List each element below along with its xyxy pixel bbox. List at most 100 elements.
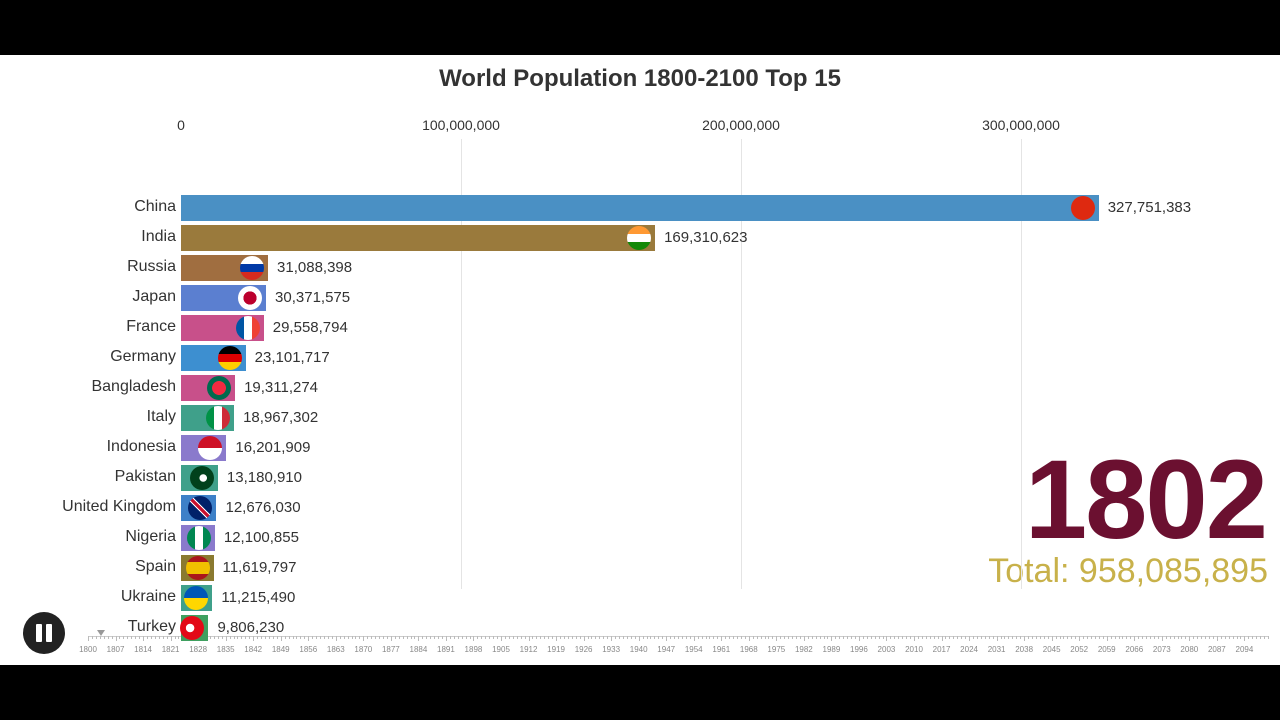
timeline-tick [548,636,550,639]
timeline-tick [504,636,506,639]
timeline-tick [147,636,148,639]
timeline-year-label: 1947 [657,645,676,654]
timeline-tick [1091,636,1092,639]
timeline-tick [921,636,923,639]
timeline-tick [473,636,475,641]
timeline-tick [1193,636,1195,639]
timeline-year-label: 1821 [161,645,180,654]
timeline-tick [221,636,223,639]
timeline-year-label: 2052 [1070,645,1089,654]
timeline-year-label: 1912 [519,645,538,654]
timeline-tick [1256,636,1258,639]
timeline-tick [1043,636,1045,639]
timeline-tick [312,636,314,639]
timeline-tick [603,636,605,639]
timeline-tick [626,636,628,639]
timeline-tick [119,636,121,639]
timeline-tick [127,636,129,639]
bar-value: 16,201,909 [235,439,311,456]
timeline-year-label: 2073 [1152,645,1171,654]
timeline-tick [902,636,904,639]
timeline-tick [107,636,109,639]
timeline-tick [973,636,974,639]
timeline-tick [740,636,742,639]
timeline-tick [481,636,483,639]
bar-label: United Kingdom [62,498,176,515]
pause-button[interactable] [23,612,65,654]
timeline-tick [394,636,396,639]
timeline-tick [233,636,235,639]
timeline-tick [906,636,908,639]
timeline-tick [335,636,337,641]
timeline-tick [910,636,912,639]
timeline-year-label: 2031 [987,645,1006,654]
timeline-tick [1075,636,1077,639]
timeline-tick [1016,636,1018,639]
timeline-cursor[interactable] [96,630,105,636]
chart-stage: World Population 1800-2100 Top 15 1802 T… [0,55,1280,665]
timeline-tick [88,636,89,641]
timeline-tick [414,636,416,639]
timeline-tick [701,636,703,639]
timeline-tick [524,636,526,639]
timeline-tick [540,636,542,639]
timeline-tick [851,636,853,639]
timeline-tick [823,636,825,639]
timeline-tick [1232,636,1234,639]
timeline-slider[interactable] [88,636,1269,641]
timeline-year-label: 1842 [244,645,263,654]
bar-label: India [141,228,176,245]
timeline-tick [331,636,333,639]
timeline-tick [434,636,436,639]
flag-russia-icon [240,256,265,280]
timeline-year-label: 1884 [409,645,428,654]
timeline-tick [796,636,797,639]
timeline-tick [721,636,723,641]
timeline-tick [772,636,774,639]
x-tick-label: 0 [177,117,185,133]
timeline-tick [587,636,589,639]
timeline-tick [1004,636,1006,639]
timeline-tick [992,636,994,639]
timeline-tick [1185,636,1187,639]
timeline-tick [1032,636,1033,639]
timeline-tick [784,636,786,639]
timeline-tick [453,636,455,639]
timeline-tick [1000,636,1002,639]
timeline-tick [733,636,735,639]
timeline-tick [143,636,145,641]
timeline-tick [485,636,487,639]
timeline-year-label: 2080 [1180,645,1199,654]
timeline-tick [1094,636,1096,639]
timeline-year-label: 2059 [1097,645,1116,654]
gridline [461,139,462,589]
timeline-year-label: 1933 [602,645,621,654]
timeline-tick [257,636,259,639]
bar-value: 9,806,230 [217,619,285,636]
bar-value: 19,311,274 [244,379,319,396]
timeline-tick [1146,636,1148,639]
timeline-tick [497,636,499,639]
timeline-tick [870,636,872,639]
timeline-tick [91,636,93,639]
timeline-tick [646,636,648,639]
timeline-tick [815,636,817,639]
timeline-tick [449,636,451,639]
bar-label: Turkey [127,618,176,635]
timeline-tick [343,636,345,639]
timeline-year-label: 2094 [1235,645,1254,654]
timeline-tick [807,636,809,639]
timeline-year-label: 1800 [79,645,97,654]
timeline-tick [139,636,141,639]
timeline-tick [756,636,758,639]
bar-label: Germany [110,348,176,365]
bar-label: Japan [132,288,176,305]
timeline-tick [209,636,211,639]
bar-label: Ukraine [120,588,176,605]
timeline-tick [383,636,384,639]
timeline-tick [780,636,782,639]
gridline [1021,139,1022,589]
timeline-tick [1055,636,1057,639]
timeline-tick [729,636,731,639]
timeline-tick [953,636,955,639]
